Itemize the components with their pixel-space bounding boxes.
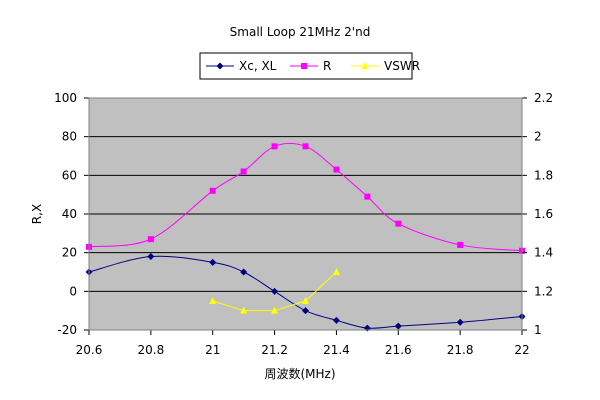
data-point-r: [271, 143, 278, 150]
legend-label: Xc, XL: [239, 59, 277, 73]
legend-marker: [301, 63, 307, 69]
data-point-r: [209, 187, 216, 194]
y-tick-label-right: 1.6: [534, 207, 553, 221]
y-tick-label-left: 40: [62, 207, 77, 221]
x-axis-label: 周波数(MHz): [264, 366, 335, 381]
x-tick-label: 21.6: [385, 343, 412, 357]
legend-marker: [361, 62, 369, 69]
data-point-xc-xl: [332, 316, 340, 324]
data-point-r: [395, 220, 402, 227]
series-vswr: [209, 268, 340, 314]
y-axis-label: R,X: [30, 204, 44, 224]
data-point-vswr: [332, 268, 340, 275]
y-tick-label-left: -20: [57, 323, 77, 337]
data-point-r: [333, 166, 340, 173]
y-tick-label-left: 20: [62, 246, 77, 260]
data-point-xc-xl: [209, 258, 217, 266]
y-tick-label-right: 1: [534, 323, 542, 337]
y-tick-label-right: 2.2: [534, 91, 553, 105]
legend-marker: [216, 62, 224, 70]
data-point-vswr: [302, 297, 309, 304]
legend-item-r: R: [290, 59, 331, 73]
x-tick-label: 21: [205, 343, 220, 357]
x-tick-label: 21.4: [323, 343, 350, 357]
data-point-r: [147, 236, 154, 243]
data-point-vswr: [271, 306, 279, 314]
chart-title: Small Loop 21MHz 2'nd: [230, 25, 371, 39]
legend: Xc, XL R VSWR: [199, 52, 420, 80]
y-tick-label-left: 60: [62, 168, 77, 182]
data-point-xc-xl: [456, 318, 464, 326]
x-tick-label: 22: [514, 343, 529, 357]
data-point-vswr: [209, 297, 217, 304]
y-tick-label-right: 1.2: [534, 284, 553, 298]
y-tick-label-left: 0: [69, 284, 77, 298]
y-tick-label-left: 80: [62, 130, 77, 144]
legend-item-xc-xl: Xc, XL: [206, 59, 277, 73]
data-point-xc-xl: [271, 287, 279, 295]
x-tick-label: 20.8: [137, 343, 164, 357]
data-point-xc-xl: [394, 322, 402, 330]
y-tick-label-left: 100: [54, 91, 77, 105]
x-tick-label: 21.2: [261, 343, 288, 357]
data-point-xc-xl: [147, 253, 155, 261]
data-point-xc-xl: [302, 307, 309, 315]
legend-label: VSWR: [384, 59, 420, 73]
y-tick-label-right: 1.4: [534, 246, 553, 260]
plot-border: [88, 97, 523, 331]
data-point-r: [302, 143, 309, 150]
x-tick-label: 21.8: [447, 343, 474, 357]
y-tick-label-right: 2: [534, 130, 542, 144]
data-point-r: [240, 168, 247, 175]
legend-label: R: [323, 59, 331, 73]
axes: -20 0 20 40 60 80 100 1 1.2 1.4 1.6 1.8 2 2.2 20.6 20.8…: [54, 91, 553, 357]
data-point-r: [364, 193, 371, 200]
x-tick-label: 20.6: [76, 343, 103, 357]
y-tick-label-right: 1.8: [534, 168, 553, 182]
legend-item-vswr: VSWR: [351, 59, 420, 73]
data-point-xc-xl: [240, 268, 248, 276]
data-point-r: [457, 241, 464, 248]
data-point-vswr: [240, 306, 248, 314]
